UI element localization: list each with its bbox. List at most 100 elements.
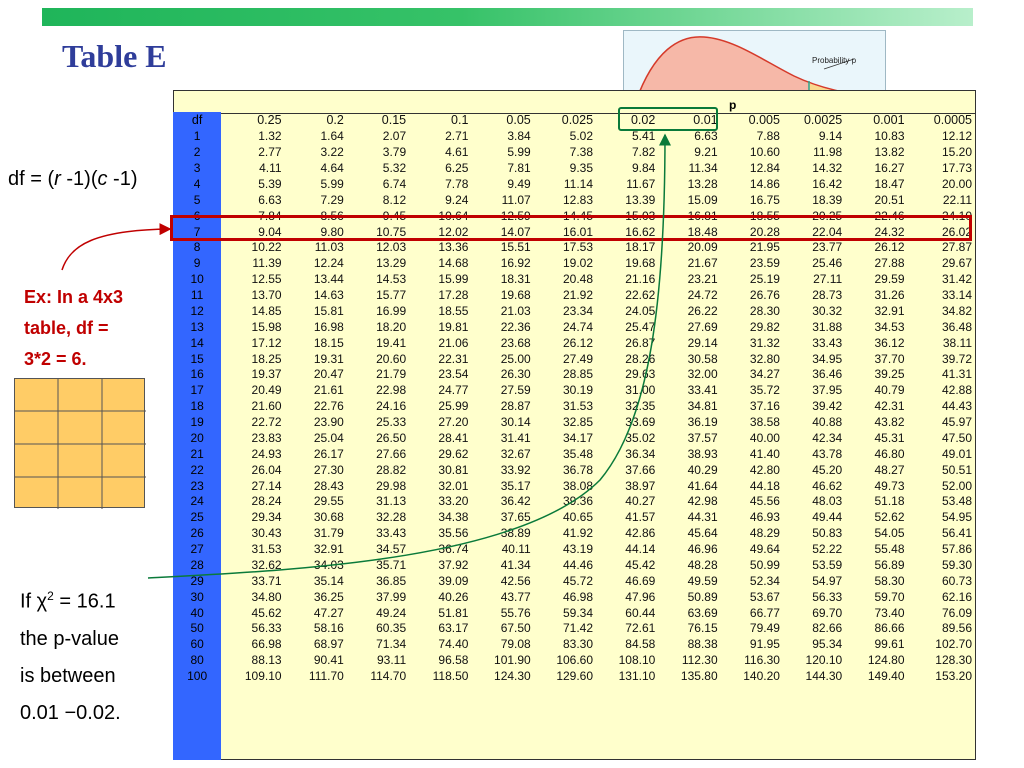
critical-value-cell: 21.60 <box>251 399 282 414</box>
table-row: 4 5.39 5.99 6.74 7.78 9.49 11.14 11.67 13.28 14.8… <box>173 177 976 193</box>
critical-value-cell: 33.43 <box>376 526 407 541</box>
example-text: Ex: In a 4x3 table, df = 3*2 = 6. <box>24 282 194 375</box>
critical-value-cell: 33.14 <box>941 288 972 303</box>
critical-value-cell: 20.48 <box>563 272 594 287</box>
critical-value-cell: 46.62 <box>812 478 843 493</box>
df-cell: 29 <box>190 573 204 588</box>
critical-value-cell: 28.24 <box>251 494 282 509</box>
critical-value-cell: 31.26 <box>874 288 905 303</box>
critical-value-cell: 84.58 <box>625 637 656 652</box>
table-row: 3 4.11 4.64 5.32 6.25 7.81 9.35 9.84 11.34 12.84 1… <box>173 161 976 177</box>
critical-value-cell: 34.82 <box>941 303 972 318</box>
critical-value-cell: 95.34 <box>812 637 843 652</box>
table-row: 18 21.60 22.76 24.16 25.99 28.87 31.53 32.35 34.… <box>173 399 976 415</box>
table-row: 1 1.32 1.64 2.07 2.71 3.84 5.02 5.41 6.63 7.88 9.1… <box>173 129 976 145</box>
p-value-header: 0.001 <box>873 113 905 128</box>
critical-value-cell: 31.53 <box>251 542 282 557</box>
critical-value-cell: 28.82 <box>376 462 407 477</box>
example-line: Ex: In a 4x3 <box>24 287 124 307</box>
critical-value-cell: 55.48 <box>874 542 905 557</box>
critical-value-cell: 57.86 <box>941 542 972 557</box>
critical-value-cell: 51.81 <box>438 605 469 620</box>
critical-value-cell: 27.30 <box>313 462 344 477</box>
critical-value-cell: 29.62 <box>438 446 469 461</box>
df-column-background <box>173 112 221 760</box>
critical-value-cell: 50.51 <box>941 462 972 477</box>
critical-value-cell: 43.19 <box>563 542 594 557</box>
critical-value-cell: 5.99 <box>320 176 344 191</box>
df-cell: 16 <box>190 367 204 382</box>
table-row: 13 15.98 16.98 18.20 19.81 22.36 24.74 25.47 27.… <box>173 319 976 335</box>
p-value-header: 0.1 <box>451 113 469 128</box>
critical-value-cell: 26.76 <box>749 288 780 303</box>
critical-value-cell: 12.55 <box>251 272 282 287</box>
critical-value-cell: 9.49 <box>507 176 531 191</box>
critical-value-cell: 21.06 <box>438 335 469 350</box>
critical-value-cell: 28.43 <box>313 478 344 493</box>
critical-value-cell: 79.49 <box>749 621 780 636</box>
df-cell: 27 <box>190 542 204 557</box>
probability-label: Probability p <box>812 56 857 65</box>
critical-value-cell: 56.33 <box>251 621 282 636</box>
critical-value-cell: 31.42 <box>941 272 972 287</box>
critical-value-cell: 29.63 <box>625 367 656 382</box>
critical-value-cell: 11.14 <box>563 176 594 191</box>
critical-value-cell: 35.56 <box>438 526 469 541</box>
df-cell: 25 <box>190 510 204 525</box>
critical-value-cell: 45.31 <box>874 430 905 445</box>
critical-value-cell: 47.50 <box>941 430 972 445</box>
critical-value-cell: 48.28 <box>687 557 718 572</box>
critical-value-cell: 16.27 <box>874 161 905 176</box>
critical-value-cell: 59.70 <box>874 589 905 604</box>
critical-value-cell: 5.32 <box>382 161 407 176</box>
critical-value-cell: 34.53 <box>874 319 905 334</box>
critical-value-cell: 76.09 <box>941 605 972 620</box>
df-cell: 1 <box>193 129 201 144</box>
critical-value-cell: 22.11 <box>942 192 972 207</box>
critical-value-cell: 39.25 <box>874 367 905 382</box>
critical-value-cell: 48.27 <box>874 462 905 477</box>
critical-value-cell: 28.30 <box>749 303 780 318</box>
table-row: 40 45.62 47.27 49.24 51.81 55.76 59.34 60.44 63.… <box>173 605 976 621</box>
critical-value-cell: 39.42 <box>812 399 843 414</box>
critical-value-cell: 71.42 <box>563 621 594 636</box>
critical-value-cell: 32.91 <box>874 303 905 318</box>
df-cell: 13 <box>190 319 204 334</box>
critical-value-cell: 49.24 <box>376 605 407 620</box>
critical-value-cell: 96.58 <box>438 653 469 668</box>
p-value-header: 0.2 <box>326 113 344 128</box>
critical-value-cell: 111.70 <box>308 669 344 684</box>
critical-value-cell: 66.77 <box>749 605 780 620</box>
df-cell: 21 <box>190 446 204 461</box>
p-column-label: p <box>729 98 737 112</box>
p-value-header: 0.05 <box>506 113 531 128</box>
df-cell: 19 <box>190 415 204 430</box>
formula-part: -1) <box>107 168 138 190</box>
critical-value-cell: 21.03 <box>500 303 531 318</box>
critical-value-cell: 47.96 <box>625 589 656 604</box>
critical-value-cell: 41.40 <box>749 446 780 461</box>
critical-value-cell: 35.17 <box>500 478 531 493</box>
critical-value-cell: 66.98 <box>251 637 282 652</box>
critical-value-cell: 24.72 <box>687 288 718 303</box>
critical-value-cell: 24.32 <box>874 224 905 239</box>
critical-value-cell: 11.67 <box>626 176 656 191</box>
critical-value-cell: 14.07 <box>500 224 531 239</box>
p-value-header: 0.15 <box>381 113 407 128</box>
table-row: 11 13.70 14.63 15.77 17.28 19.68 21.92 22.62 24.… <box>173 288 976 304</box>
critical-value-cell: 36.25 <box>313 589 344 604</box>
critical-value-cell: 31.79 <box>313 526 344 541</box>
critical-value-cell: 36.48 <box>941 319 972 334</box>
critical-value-cell: 73.40 <box>874 605 905 620</box>
critical-value-cell: 12.03 <box>376 240 407 255</box>
critical-value-cell: 20.28 <box>749 224 780 239</box>
critical-value-cell: 131.10 <box>618 669 656 684</box>
critical-value-cell: 20.49 <box>251 383 282 398</box>
critical-value-cell: 135.80 <box>680 669 718 684</box>
critical-value-cell: 18.55 <box>438 303 469 318</box>
critical-value-cell: 101.90 <box>494 653 531 668</box>
critical-value-cell: 49.64 <box>749 542 780 557</box>
critical-value-cell: 62.16 <box>941 589 972 604</box>
example-arrow <box>61 223 172 271</box>
critical-value-cell: 22.98 <box>376 383 407 398</box>
